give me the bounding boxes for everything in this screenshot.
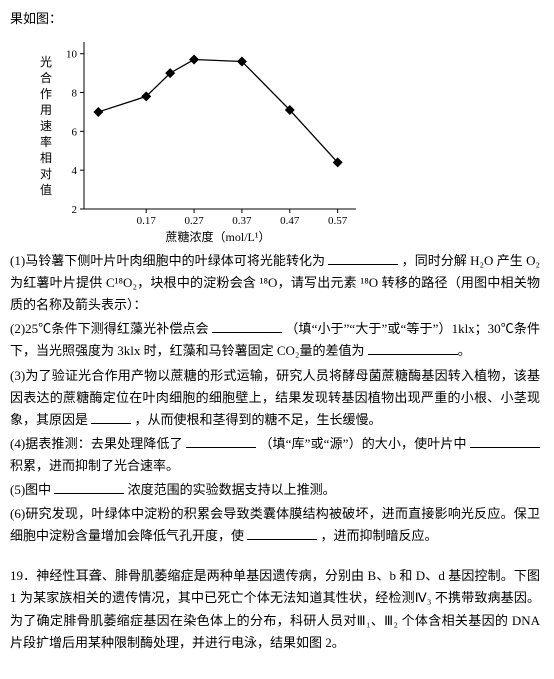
svg-text:10: 10 [66,49,78,61]
svg-text:0.57: 0.57 [328,215,348,227]
svg-text:6: 6 [72,126,78,138]
blank-3 [91,411,131,424]
q2-text-a: (2)25℃条件下测得红藻光补偿点会 [10,321,209,336]
blank-2b [368,342,458,355]
q4-text-c: 积累，进而抑制了光合速率。 [10,458,179,473]
question-6: (6)研究发现，叶绿体中淀粉的积累会导致类囊体膜结构被破坏，进而直接影响光反应。… [10,503,540,547]
blank-4b [470,435,540,448]
question-2: (2)25℃条件下测得红藻光补偿点会 （填“小于”“大于”或“等于”）1klx；… [10,318,540,362]
question-19: 19．神经性耳聋、腓骨肌萎缩症是两种单基因遗传病，分别由 B、b 和 D、d 基… [10,565,540,653]
q6-text-b: ，进而抑制暗反应。 [321,528,438,543]
q5-text-a: (5)图中 [10,482,51,497]
blank-1 [328,252,398,265]
q1-text-a: (1)马铃薯下侧叶片叶肉细胞中的叶绿体可将光能转化为 [10,253,325,268]
svg-text:0.37: 0.37 [232,215,252,227]
q4-text-b: （填“库”或“源”）的大小，使叶片中 [259,436,466,451]
q3-text-b: ，从而使根和茎得到的糖不足，生长缓慢。 [135,412,382,427]
q5-text-b: 浓度范围的实验数据支持以上推测。 [128,482,336,497]
question-1: (1)马铃薯下侧叶片叶肉细胞中的叶绿体可将光能转化为 ，同时分解 H₂O 产生 … [10,250,540,316]
svg-text:0.27: 0.27 [184,215,204,227]
blank-6 [247,527,317,540]
question-3: (3)为了验证光合作用产物以蔗糖的形式运输，研究人员将酵母菌蔗糖酶基因转入植物，… [10,365,540,431]
blank-2a [212,320,282,333]
svg-text:8: 8 [72,88,78,100]
line-chart: 2 4 6 8 10 0.17 0.27 0.37 0.47 0.57 光合作用速率相对值蔗糖浓度（… [30,34,370,244]
svg-text:光合作用速率相对值: 光合作用速率相对值 [40,55,52,197]
svg-text:0.47: 0.47 [280,215,300,227]
question-5: (5)图中 浓度范围的实验数据支持以上推测。 [10,479,540,501]
q4-text-a: (4)据表推测：去果处理降低了 [10,436,183,451]
svg-text:2: 2 [72,204,78,216]
svg-text:蔗糖浓度（mol/L¹）: 蔗糖浓度（mol/L¹） [166,229,271,244]
chart-container: 2 4 6 8 10 0.17 0.27 0.37 0.47 0.57 光合作用速率相对值蔗糖浓度（… [30,34,370,244]
svg-text:4: 4 [72,165,78,177]
blank-4a [186,435,256,448]
intro-text: 果如图： [10,8,540,30]
svg-text:0.17: 0.17 [137,215,157,227]
blank-5 [54,481,124,494]
question-4: (4)据表推测：去果处理降低了 （填“库”或“源”）的大小，使叶片中 积累，进而… [10,433,540,477]
